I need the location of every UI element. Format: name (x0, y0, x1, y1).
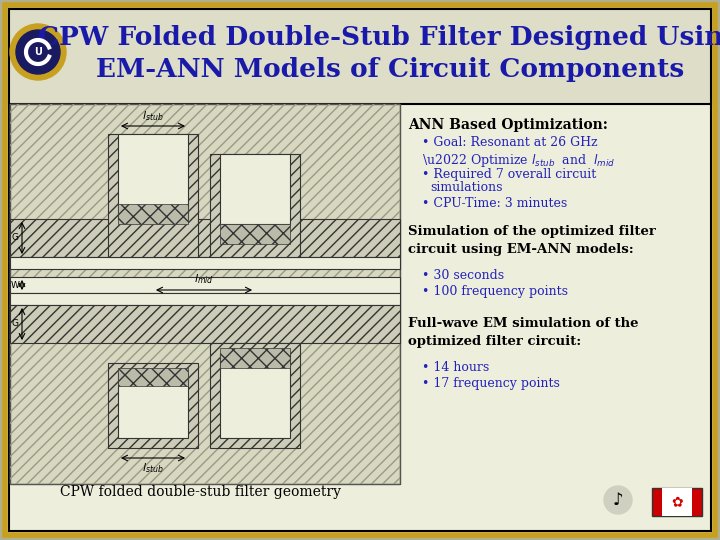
Bar (210, 343, 300, 448)
Bar (10, 293, 400, 305)
Bar (10, 257, 400, 269)
Bar (118, 373, 188, 438)
Text: • CPU-Time: 3 minutes: • CPU-Time: 3 minutes (422, 197, 567, 210)
Text: • 17 frequency points: • 17 frequency points (422, 377, 560, 390)
Text: G: G (12, 320, 19, 328)
Bar (220, 224, 290, 244)
Text: ✿: ✿ (671, 495, 683, 509)
Text: • 30 seconds: • 30 seconds (422, 269, 504, 282)
Text: ANN Based Optimization:: ANN Based Optimization: (408, 118, 608, 132)
Bar (10, 305, 400, 343)
Text: Full-wave EM simulation of the
optimized filter circuit:: Full-wave EM simulation of the optimized… (408, 317, 639, 348)
Text: • 100 frequency points: • 100 frequency points (422, 285, 568, 298)
Text: CPW Folded Double-Stub Filter Designed Using: CPW Folded Double-Stub Filter Designed U… (38, 25, 720, 51)
Text: • Required 7 overall circuit: • Required 7 overall circuit (422, 168, 596, 181)
Text: G: G (12, 233, 19, 242)
Text: U: U (34, 47, 42, 57)
Bar (118, 204, 188, 224)
Bar (108, 134, 198, 257)
Circle shape (16, 30, 60, 74)
Bar (652, 488, 702, 516)
Bar (9, 9, 711, 104)
Bar (10, 104, 400, 484)
Bar (10, 104, 400, 484)
Bar (10, 219, 400, 257)
Text: $l_{mid}$: $l_{mid}$ (194, 272, 214, 286)
Text: $l_{stub}$: $l_{stub}$ (142, 109, 164, 123)
Text: \u2022 Optimize $l_{stub}$  and  $l_{mid}$: \u2022 Optimize $l_{stub}$ and $l_{mid}$ (422, 152, 616, 169)
Bar (220, 348, 290, 368)
Circle shape (604, 486, 632, 514)
Text: • Goal: Resonant at 26 GHz: • Goal: Resonant at 26 GHz (422, 136, 598, 149)
Text: simulations: simulations (430, 181, 503, 194)
Circle shape (10, 24, 66, 80)
Bar (10, 277, 400, 293)
Text: Simulation of the optimized filter
circuit using EM-ANN models:: Simulation of the optimized filter circu… (408, 225, 656, 256)
Bar (118, 134, 188, 219)
Text: CPW folded double-stub filter geometry: CPW folded double-stub filter geometry (60, 485, 341, 499)
Text: • 14 hours: • 14 hours (422, 361, 490, 374)
Text: ♪: ♪ (613, 491, 624, 509)
Bar (210, 154, 300, 257)
Text: $l_{stub}$: $l_{stub}$ (142, 461, 164, 475)
Bar (220, 154, 290, 224)
Text: EM-ANN Models of Circuit Components: EM-ANN Models of Circuit Components (96, 57, 684, 83)
Bar (662, 488, 692, 516)
Text: W: W (11, 280, 19, 289)
Bar (108, 363, 198, 448)
Bar (118, 368, 188, 386)
Bar (220, 353, 290, 438)
